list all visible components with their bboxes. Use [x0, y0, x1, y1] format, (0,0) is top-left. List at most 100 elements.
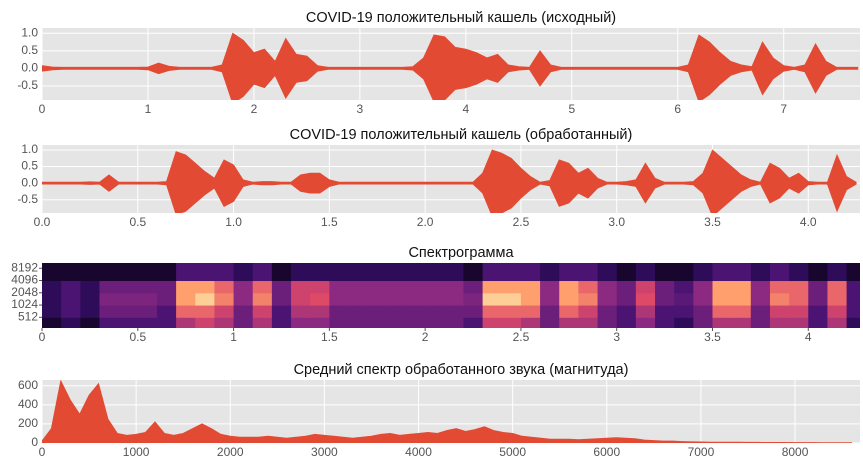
heatmap-cell — [770, 281, 790, 294]
heatmap-cell — [195, 263, 215, 281]
heatmap-cell — [617, 293, 637, 306]
x-tick-label: 0.5 — [129, 215, 146, 229]
y-tick-label: 1.0 — [21, 25, 38, 39]
heatmap-cell — [80, 263, 100, 281]
heatmap-cell — [272, 317, 292, 328]
heatmap-cell — [463, 317, 483, 328]
heatmap-cell — [598, 293, 618, 306]
heatmap-cell — [176, 305, 196, 318]
heatmap-cell — [444, 263, 464, 281]
heatmap-cell — [425, 317, 445, 328]
heatmap-cell — [598, 263, 618, 281]
heatmap-cell — [176, 293, 196, 306]
heatmap-cell — [751, 305, 771, 318]
heatmap-cell — [138, 263, 158, 281]
heatmap-cell — [80, 281, 100, 294]
chart-title: Средний спектр обработанного звука (магн… — [294, 362, 629, 378]
x-tick-label: 0 — [39, 445, 46, 459]
heatmap-cell — [789, 305, 809, 318]
heatmap-cell — [138, 293, 158, 306]
heatmap-cell — [751, 263, 771, 281]
heatmap-cell — [693, 317, 713, 328]
heatmap-cell — [195, 293, 215, 306]
heatmap-cell — [808, 317, 828, 328]
heatmap-cell — [272, 281, 292, 294]
heatmap-cell — [329, 263, 349, 281]
heatmap-cell — [847, 293, 863, 306]
heatmap-cell — [789, 281, 809, 294]
heatmap-cell — [463, 281, 483, 294]
heatmap-cell — [521, 281, 541, 294]
heatmap-cell — [368, 281, 388, 294]
y-tick-label: 200 — [18, 416, 38, 430]
heatmap-cell — [655, 293, 675, 306]
heatmap-cell — [157, 317, 177, 328]
x-tick-label: 7000 — [688, 445, 715, 459]
heatmap-cell — [732, 263, 752, 281]
heatmap-cell — [521, 305, 541, 318]
chart-title: COVID-19 положительный кашель (исходный) — [306, 10, 616, 26]
heatmap-cell — [808, 305, 828, 318]
heatmap-cell — [655, 281, 675, 294]
heatmap-cell — [578, 263, 598, 281]
y-tick-label: 400 — [18, 397, 38, 411]
heatmap-cell — [61, 263, 81, 281]
x-tick-label: 7 — [780, 102, 787, 116]
heatmap-cell — [483, 263, 503, 281]
heatmap-cell — [176, 281, 196, 294]
heatmap-cell — [770, 305, 790, 318]
heatmap-cell — [61, 293, 81, 306]
heatmap-cell — [214, 317, 234, 328]
heatmap-cell — [617, 305, 637, 318]
x-tick-label: 2.5 — [513, 330, 530, 344]
x-tick-label: 3 — [357, 102, 364, 116]
heatmap-cell — [483, 305, 503, 318]
heatmap-cell — [463, 263, 483, 281]
heatmap-cell — [157, 263, 177, 281]
heatmap-cell — [732, 305, 752, 318]
heatmap-cell — [234, 263, 254, 281]
heatmap-cell — [329, 305, 349, 318]
heatmap-cell — [99, 281, 119, 294]
plot — [42, 263, 863, 329]
heatmap-cell — [176, 317, 196, 328]
heatmap-cell — [674, 305, 694, 318]
x-tick-label: 2.0 — [417, 215, 434, 229]
heatmap-cell — [368, 263, 388, 281]
heatmap-cell — [751, 293, 771, 306]
heatmap-cell — [827, 305, 847, 318]
heatmap-cell — [406, 317, 426, 328]
heatmap-cell — [732, 317, 752, 328]
heatmap-cell — [578, 281, 598, 294]
heatmap-cell — [521, 263, 541, 281]
x-tick-label: 3000 — [311, 445, 338, 459]
heatmap-cell — [444, 281, 464, 294]
heatmap-cell — [674, 263, 694, 281]
x-tick-label: 1 — [145, 102, 152, 116]
heatmap-cell — [42, 305, 62, 318]
heatmap-cell — [540, 263, 560, 281]
y-tick-label: 0.0 — [21, 175, 38, 189]
heatmap-cell — [483, 293, 503, 306]
heatmap-cell — [847, 281, 863, 294]
heatmap-cell — [368, 305, 388, 318]
heatmap-cell — [712, 281, 732, 294]
heatmap-cell — [99, 317, 119, 328]
heatmap-cell — [42, 281, 62, 294]
heatmap-cell — [444, 293, 464, 306]
heatmap-cell — [559, 263, 579, 281]
heatmap-cell — [42, 293, 62, 306]
heatmap-cell — [693, 293, 713, 306]
x-tick-label: 1.5 — [321, 330, 338, 344]
heatmap-cell — [80, 305, 100, 318]
heatmap-cell — [349, 281, 369, 294]
chart-title: COVID-19 положительный кашель (обработан… — [290, 127, 633, 143]
heatmap-cell — [119, 305, 139, 318]
heatmap-cell — [827, 281, 847, 294]
x-tick-label: 0 — [39, 330, 46, 344]
heatmap-cell — [502, 263, 522, 281]
heatmap-cell — [387, 317, 407, 328]
heatmap-cell — [119, 263, 139, 281]
heatmap-cell — [138, 317, 158, 328]
heatmap-cell — [751, 317, 771, 328]
